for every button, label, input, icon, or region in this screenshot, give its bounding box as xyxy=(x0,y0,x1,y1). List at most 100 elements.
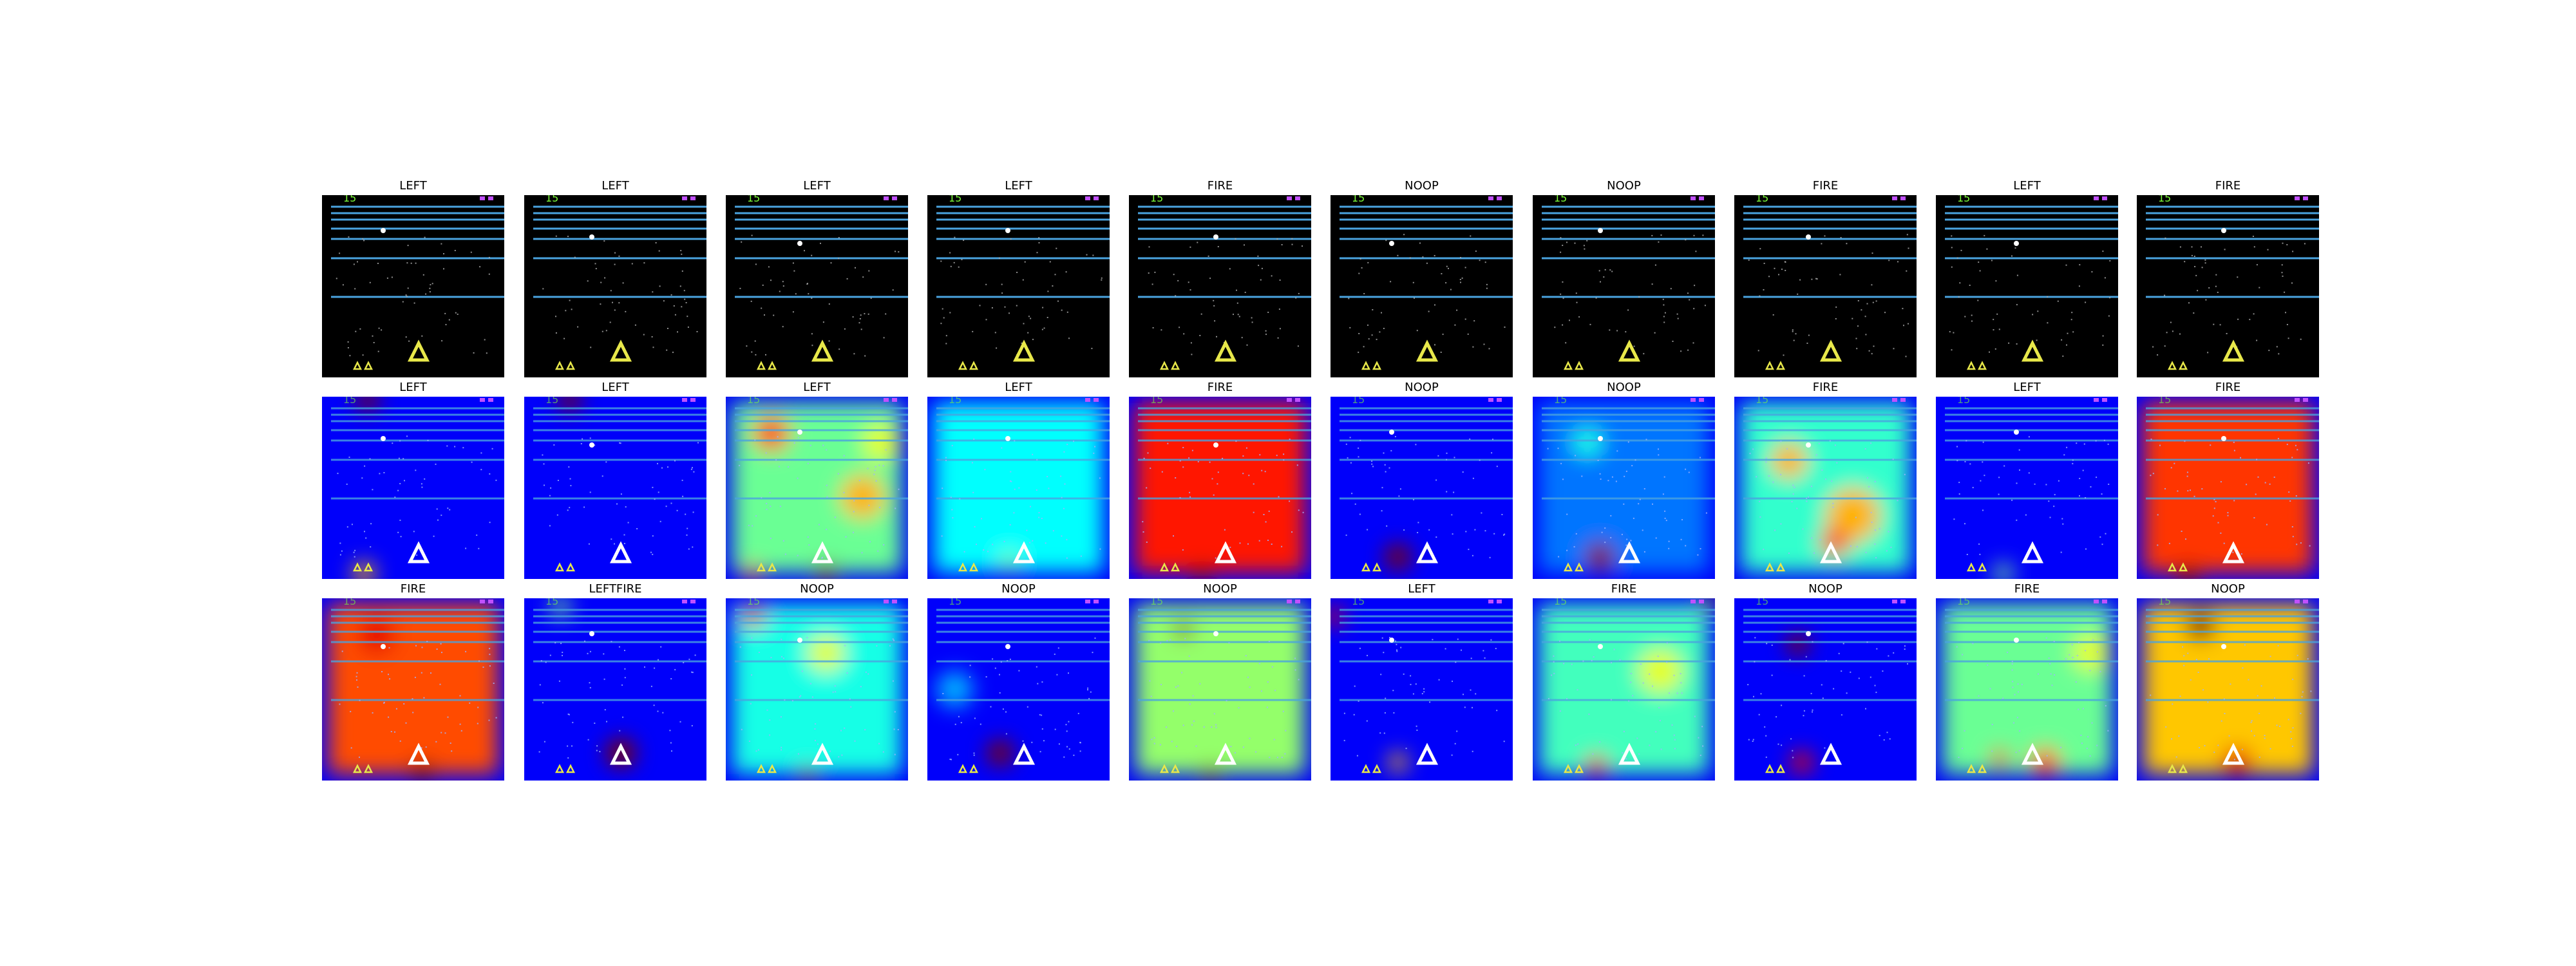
field-dot xyxy=(2085,650,2087,652)
field-dot xyxy=(1972,487,1974,489)
field-dot xyxy=(1175,295,1177,297)
field-dot xyxy=(1176,746,1177,747)
field-dot xyxy=(778,466,780,468)
field-dot xyxy=(829,750,831,752)
field-dot xyxy=(378,327,380,329)
field-dot xyxy=(1385,240,1387,242)
field-dot xyxy=(1197,460,1199,462)
field-dot xyxy=(692,546,694,548)
field-dot xyxy=(1189,289,1191,291)
saliency-heat xyxy=(1135,403,1305,579)
saliency-heat xyxy=(558,397,581,412)
field-dot xyxy=(455,312,457,314)
field-dot xyxy=(1052,285,1054,287)
field-dot xyxy=(1953,332,1955,334)
field-dot xyxy=(1634,459,1636,461)
field-dot xyxy=(1600,478,1602,480)
field-dot xyxy=(2295,495,2297,497)
field-dot xyxy=(1697,554,1699,556)
field-dot xyxy=(1808,334,1810,336)
field-dot xyxy=(2050,673,2052,675)
field-dot xyxy=(1184,638,1186,639)
lives-mark xyxy=(2102,196,2107,200)
field-dot xyxy=(1599,473,1601,475)
field-dot xyxy=(1453,491,1455,493)
field-dot xyxy=(397,489,399,491)
field-dot xyxy=(477,723,478,724)
field-dot xyxy=(879,507,881,508)
lives-mark xyxy=(892,600,897,603)
field-dot xyxy=(2049,516,2051,518)
field-dot xyxy=(782,658,784,659)
field-dot xyxy=(1704,305,1706,307)
field-dot xyxy=(1030,506,1031,507)
field-dot xyxy=(985,319,987,321)
field-dot xyxy=(1503,741,1505,743)
reserve-ship-icon xyxy=(2167,361,2177,370)
frame-canvas: 15 xyxy=(726,598,908,781)
saliency-frame: 15 xyxy=(927,397,1110,579)
frame-canvas: 15 xyxy=(524,397,706,579)
field-dot xyxy=(587,280,589,282)
frame-canvas: 15 xyxy=(1533,598,1715,781)
field-dot xyxy=(861,552,863,554)
field-dot xyxy=(893,728,895,730)
field-dot xyxy=(2018,691,2019,693)
field-dot xyxy=(1671,724,1673,726)
saliency-heat xyxy=(1539,598,1715,777)
field-dot xyxy=(1797,293,1799,295)
field-dot xyxy=(342,284,344,286)
field-dot xyxy=(1189,703,1191,705)
field-dot xyxy=(1960,249,1962,251)
score-text: 15 xyxy=(1756,195,1768,204)
lives-mark xyxy=(682,600,687,603)
field-dot xyxy=(801,670,803,672)
field-dot xyxy=(1759,516,1761,518)
saliency-frame: 15 xyxy=(1936,598,2118,781)
field-dot xyxy=(1822,697,1824,699)
field-dot xyxy=(1255,751,1257,753)
field-dot xyxy=(1058,743,1060,745)
field-dot xyxy=(1359,439,1361,441)
field-dot xyxy=(1090,691,1092,693)
field-dot xyxy=(2253,735,2255,737)
field-dot xyxy=(1379,732,1381,734)
field-dot xyxy=(1358,352,1359,354)
field-dot xyxy=(2184,440,2186,442)
score-text: 15 xyxy=(2158,397,2171,406)
field-dot xyxy=(1419,242,1421,244)
field-dot xyxy=(1666,642,1668,644)
field-dot xyxy=(1609,329,1611,331)
field-dot xyxy=(1613,649,1615,650)
field-dot xyxy=(755,515,757,517)
field-dot xyxy=(1412,281,1414,283)
saliency-frame: 15 xyxy=(1533,397,1715,579)
lives-mark xyxy=(1699,196,1704,200)
saliency-blob xyxy=(815,562,837,579)
reserve-ship-icon xyxy=(1776,361,1786,370)
field-dot xyxy=(2108,315,2110,317)
saliency-heat xyxy=(1385,544,1411,570)
field-dot xyxy=(427,439,429,441)
field-dot xyxy=(1014,440,1016,442)
field-dot xyxy=(404,480,405,482)
field-dot xyxy=(2201,246,2202,248)
field-dot xyxy=(2152,346,2154,348)
saliency-frame: 15 xyxy=(1331,598,1513,781)
field-dot xyxy=(462,447,464,449)
field-dot xyxy=(406,296,408,298)
field-dot xyxy=(2208,287,2210,289)
field-dot xyxy=(2079,478,2081,479)
field-dot xyxy=(2002,697,2004,699)
field-dot xyxy=(1871,252,1873,254)
field-dot xyxy=(815,723,817,725)
field-dot xyxy=(1064,483,1066,485)
field-dot xyxy=(1654,264,1656,266)
field-dot xyxy=(1625,470,1627,472)
saliency-blob xyxy=(2072,634,2109,672)
reserve-ship-icon xyxy=(363,361,374,370)
field-dot xyxy=(672,352,674,354)
player-ship-icon xyxy=(1214,339,1237,362)
field-dot xyxy=(354,556,355,558)
field-dot xyxy=(571,745,573,747)
